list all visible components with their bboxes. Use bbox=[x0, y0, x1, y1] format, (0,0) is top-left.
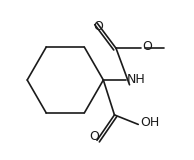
Text: O: O bbox=[142, 40, 152, 53]
Text: OH: OH bbox=[140, 116, 159, 129]
Text: O: O bbox=[89, 130, 99, 144]
Text: O: O bbox=[94, 20, 104, 33]
Text: NH: NH bbox=[126, 73, 145, 86]
